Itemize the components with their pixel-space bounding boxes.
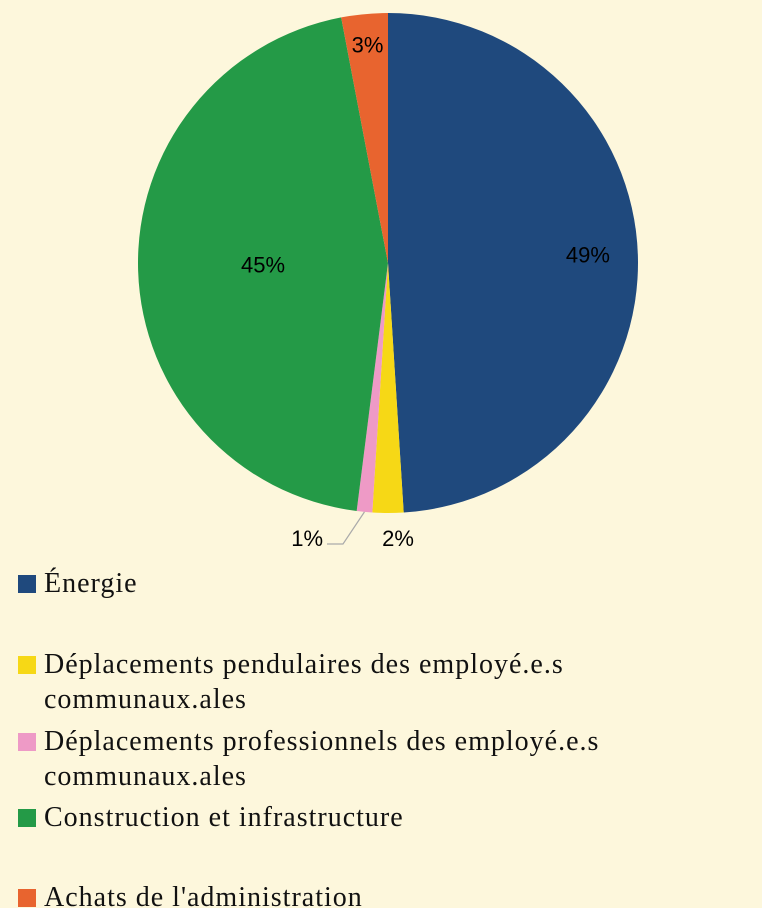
legend-label: Déplacements professionnels des employé.… <box>44 726 600 792</box>
data-label: 1% <box>291 526 323 551</box>
pie-slice <box>356 263 388 513</box>
legend-item: Construction et infrastructure <box>18 800 760 835</box>
legend-item: Déplacements pendulaires des employé.e.s… <box>18 647 760 717</box>
data-label: 3% <box>352 32 384 57</box>
pie-area: 49% 2% 1% 45% 3% <box>137 13 638 551</box>
legend-item: Achats de l'administration <box>18 880 760 908</box>
legend-item: Énergie <box>18 566 760 601</box>
legend-item: Déplacements professionnels des employé.… <box>18 724 760 794</box>
legend-swatch <box>18 575 36 593</box>
legend-swatch <box>18 733 36 751</box>
legend-label: Construction et infrastructure <box>44 802 404 833</box>
pie-slice <box>137 17 388 512</box>
pie-slice <box>388 13 638 513</box>
pie-slice <box>341 13 388 263</box>
pie-slice <box>372 263 404 513</box>
legend-swatch <box>18 656 36 674</box>
legend-label: Déplacements pendulaires des employé.e.s… <box>44 649 564 715</box>
legend-swatch <box>18 809 36 827</box>
data-label: 2% <box>382 526 414 551</box>
data-label: 49% <box>566 243 610 268</box>
legend-label: Énergie <box>44 568 138 599</box>
data-label: 45% <box>241 253 285 278</box>
legend-label: Achats de l'administration <box>44 882 363 908</box>
legend-swatch <box>18 889 36 907</box>
leader-line <box>327 511 365 545</box>
